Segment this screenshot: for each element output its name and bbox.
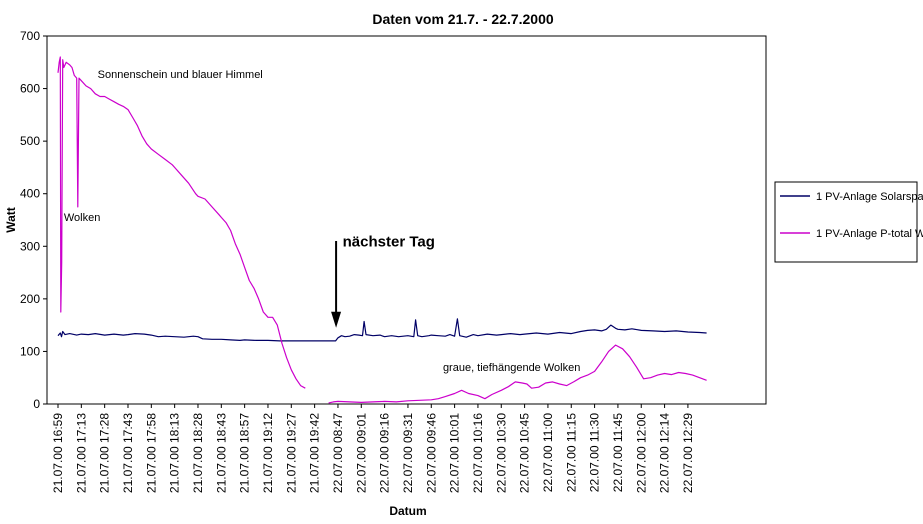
series-layer: [57, 56, 707, 404]
annotation-label: Wolken: [64, 212, 100, 224]
x-tick-label: 22.07.00 12:29: [681, 413, 695, 493]
y-tick-label: 300: [20, 239, 40, 253]
annotation-label: graue, tiefhängende Wolken: [443, 362, 580, 374]
x-tick-label: 21.07.00 19:27: [284, 413, 298, 493]
series-line-0: [57, 318, 707, 342]
x-tick-label: 22.07.00 11:30: [588, 413, 602, 493]
legend: 1 PV-Anlage Solarspannung V 1 PV-Anlage …: [774, 181, 923, 263]
x-tick-label: 21.07.00 18:13: [168, 413, 182, 493]
arrow-head: [331, 311, 342, 328]
x-tick-label: 22.07.00 10:30: [494, 413, 508, 493]
y-tick-label: 600: [20, 82, 40, 96]
x-tick-label: 22.07.00 11:00: [541, 413, 555, 493]
y-tick-label: 700: [20, 29, 40, 43]
y-tick-label: 0: [33, 397, 40, 411]
x-tick-label: 22.07.00 08:47: [331, 413, 345, 493]
y-tick-label: 400: [20, 187, 40, 201]
x-tick-label: 21.07.00 19:42: [308, 413, 322, 493]
x-tick-label: 22.07.00 10:01: [448, 413, 462, 493]
y-tick-label: 500: [20, 134, 40, 148]
y-tick-label: 200: [20, 292, 40, 306]
x-tick-label: 21.07.00 17:43: [121, 413, 135, 493]
series-line-1: [57, 56, 306, 389]
legend-label-p-total: 1 PV-Anlage P-total W: [816, 228, 923, 240]
x-tick-label: 22.07.00 09:16: [378, 413, 392, 493]
y-ticks: 0 100 200 300 400 500 600 700: [20, 29, 47, 411]
x-tick-label: 22.07.00 12:00: [634, 413, 648, 493]
x-tick-label: 22.07.00 12:14: [658, 413, 672, 493]
x-tick-label: 21.07.00 18:43: [214, 413, 228, 493]
x-tick-label: 22.07.00 09:46: [424, 413, 438, 493]
x-tick-label: 22.07.00 09:31: [401, 413, 415, 493]
x-tick-label: 21.07.00 19:12: [261, 413, 275, 493]
annotation-label: nächster Tag: [343, 233, 435, 250]
x-tick-label: 22.07.00 10:16: [471, 413, 485, 493]
x-tick-label: 22.07.00 10:45: [518, 413, 532, 493]
plot-area: [46, 35, 767, 405]
x-tick-label: 21.07.00 18:28: [191, 413, 205, 493]
x-tick-label: 22.07.00 11:45: [611, 413, 625, 493]
x-tick-label: 22.07.00 11:15: [564, 413, 578, 493]
y-tick-label: 100: [20, 344, 40, 358]
chart-title: Daten vom 21.7. - 22.7.2000: [372, 11, 554, 27]
x-tick-label: 21.07.00 17:13: [74, 413, 88, 493]
annotation-layer: Sonnenschein und blauer Himmel Wolken näch…: [64, 69, 581, 374]
series-line-1: [328, 344, 707, 404]
legend-label-solarspannung: 1 PV-Anlage Solarspannung V: [816, 191, 923, 203]
x-tick-label: 21.07.00 16:59: [51, 413, 65, 493]
annotation-label: Sonnenschein und blauer Himmel: [98, 69, 263, 81]
x-tick-label: 22.07.00 09:01: [354, 413, 368, 493]
y-axis-title: Watt: [4, 207, 18, 233]
x-ticks: 21.07.00 16:59 21.07.00 17:13 21.07.00 17:…: [51, 404, 695, 493]
x-tick-label: 21.07.00 17:28: [98, 413, 112, 493]
x-axis-title: Datum: [389, 504, 426, 518]
x-tick-label: 21.07.00 18:57: [238, 413, 252, 493]
x-tick-label: 21.07.00 17:58: [144, 413, 158, 493]
